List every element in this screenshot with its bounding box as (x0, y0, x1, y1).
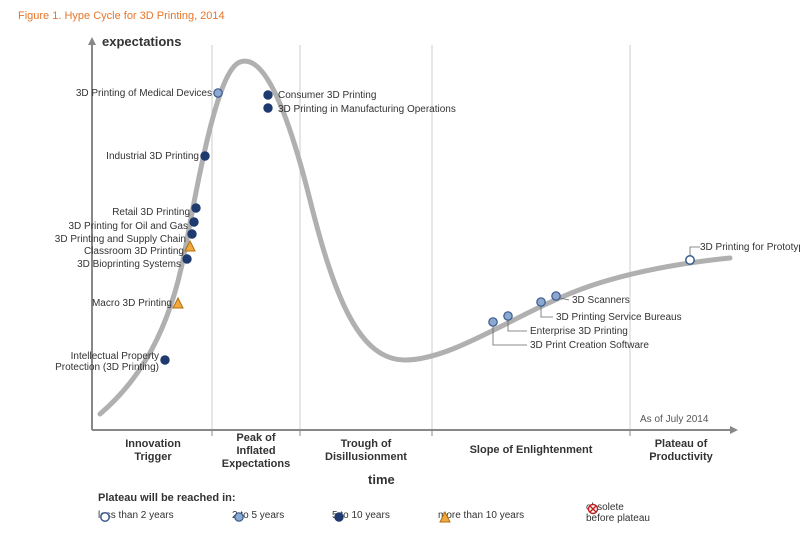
point-label-classroom: Classroom 3D Printing (84, 246, 184, 257)
phase-label: Trough ofDisillusionment (302, 438, 430, 464)
point-label-enterprise: Enterprise 3D Printing (530, 326, 628, 337)
point-label-retail: Retail 3D Printing (112, 207, 190, 218)
point-label-scanners: 3D Scanners (572, 295, 630, 306)
point-label-prototyping: 3D Printing for Prototyping (700, 242, 800, 253)
legend-item: more than 10 years (438, 510, 524, 521)
phase-label: Peak ofInflatedExpectations (214, 432, 298, 472)
point-label-industrial: Industrial 3D Printing (106, 151, 199, 162)
legend-item: 5 to 10 years (332, 510, 390, 521)
legend-item: 2 to 5 years (232, 510, 284, 521)
point-label-ip-protection: Intellectual PropertyProtection (3D Prin… (55, 351, 159, 373)
phase-label: Plateau ofProductivity (632, 438, 730, 464)
phase-label: InnovationTrigger (98, 438, 208, 464)
point-label-consumer: Consumer 3D Printing (278, 90, 376, 101)
legend-title: Plateau will be reached in: (98, 492, 236, 504)
legend-item: less than 2 years (98, 510, 174, 521)
point-label-supply-chain: 3D Printing and Supply Chain (55, 234, 186, 245)
point-label-oil-gas: 3D Printing for Oil and Gas (69, 221, 189, 232)
point-label-mfg-ops: 3D Printing in Manufacturing Operations (278, 104, 456, 115)
point-label-macro-3d: Macro 3D Printing (92, 298, 172, 309)
legend-item: obsoletebefore plateau (586, 502, 650, 524)
point-label-bioprinting: 3D Bioprinting Systems (77, 259, 181, 270)
phase-label: Slope of Enlightenment (434, 444, 628, 457)
point-label-svc-bureaus: 3D Printing Service Bureaus (556, 312, 682, 323)
point-label-creation-sw: 3D Print Creation Software (530, 340, 649, 351)
point-label-medical: 3D Printing of Medical Devices (76, 88, 212, 99)
